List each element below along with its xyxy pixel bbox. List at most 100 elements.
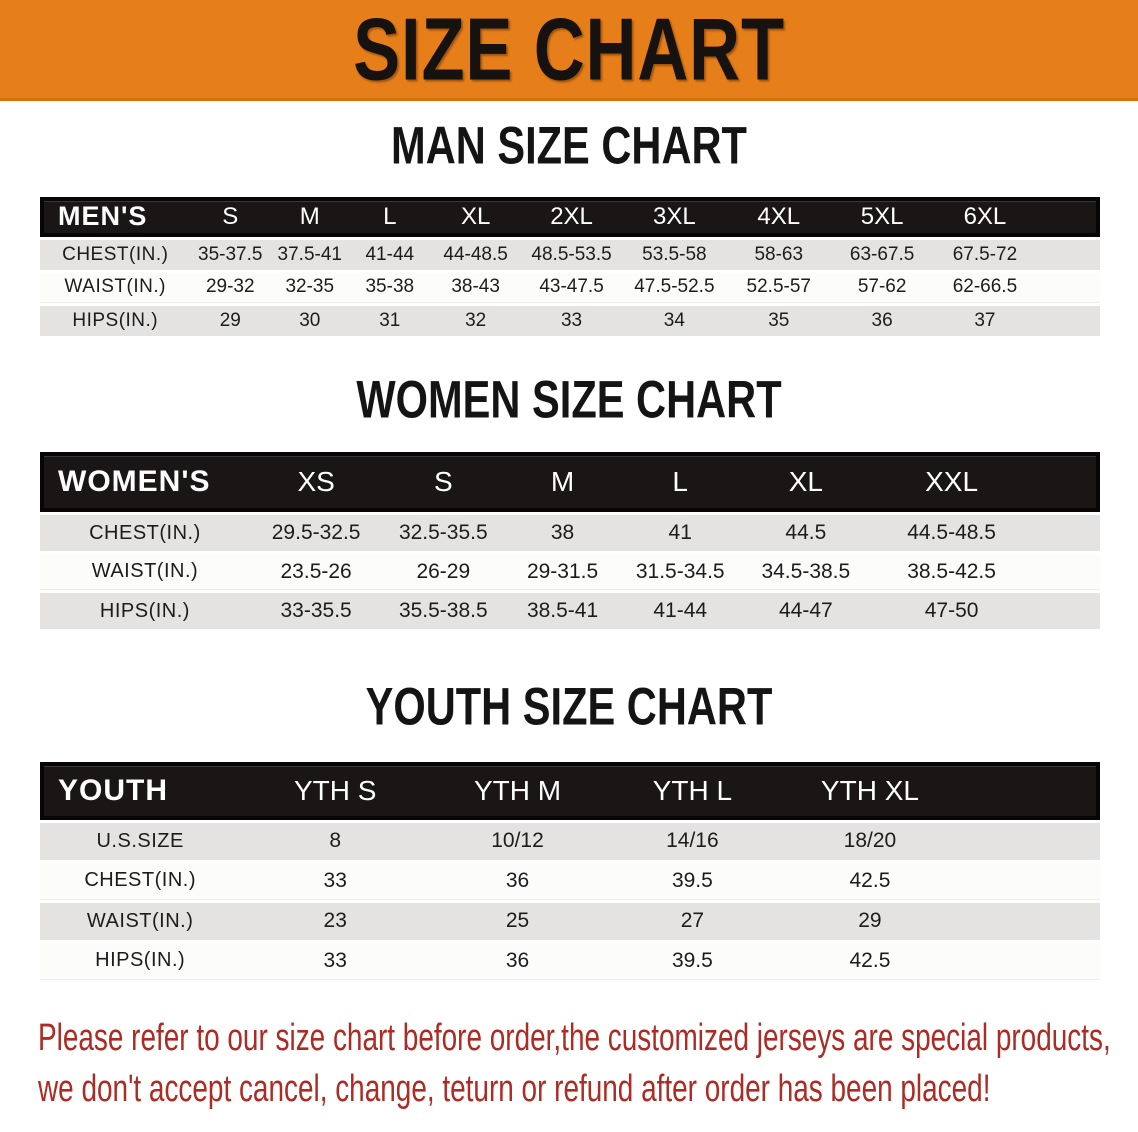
youth-size-section: YOUTH SIZE CHART YOUTH YTH S YTH M YTH L YTH… (0, 680, 1138, 983)
youth-size-table: YOUTH YTH S YTH M YTH L YTH XL U.S.SIZE 8 10/12… (40, 759, 1100, 983)
size-value-cell: 44-47 (739, 593, 873, 630)
youth-row-label-hips-in: HIPS(IN.) (40, 942, 241, 980)
size-value-cell: 34.5-38.5 (739, 554, 873, 591)
size-value-cell: 52.5-57 (726, 272, 831, 303)
youth-row-u-s-size: U.S.SIZE 8 10/12 14/16 18/20 (40, 822, 1100, 860)
men-column-header-m: M (270, 196, 350, 237)
men-row-label-hips-in: HIPS(IN.) (40, 305, 191, 336)
size-value-cell: 62-66.5 (933, 272, 1037, 303)
youth-row-spacer (960, 902, 1100, 940)
youth-row-waist-in: WAIST(IN.) 23 25 27 29 (40, 902, 1100, 940)
size-value-cell: 8 (240, 822, 431, 860)
women-column-header-l: L (620, 452, 740, 513)
size-chart-banner: SIZE CHART (0, 0, 1138, 101)
size-value-cell: 67.5-72 (933, 239, 1037, 270)
size-value-cell: 35 (726, 305, 831, 336)
size-value-cell: 33-35.5 (249, 593, 383, 630)
size-value-cell: 44.5 (739, 515, 873, 552)
men-row-hips-in: HIPS(IN.) 29 30 31 32 33 34 35 36 37 (40, 305, 1100, 336)
women-header-spacer (1031, 452, 1100, 513)
disclaimer-line-1: Please refer to our size chart before or… (38, 1016, 1111, 1059)
size-value-cell: 35.5-38.5 (382, 593, 505, 630)
size-value-cell: 29-31.5 (504, 554, 621, 591)
women-row-label-chest-in: CHEST(IN.) (40, 515, 250, 552)
size-value-cell: 41 (620, 515, 740, 552)
men-column-header-xl: XL (430, 196, 522, 237)
size-value-cell: 42.5 (779, 942, 961, 980)
size-value-cell: 35-38 (349, 272, 431, 303)
men-size-table: MEN'S S M L XL 2XL 3XL 4XL 5XL 6XL CHEST(IN.) 35-37… (40, 194, 1100, 339)
size-value-cell: 63-67.5 (830, 239, 934, 270)
size-value-cell: 44-48.5 (430, 239, 522, 270)
men-column-header-2xl: 2XL (521, 196, 622, 237)
youth-column-header-yth-xl: YTH XL (779, 761, 961, 820)
youth-header-spacer (960, 761, 1100, 820)
disclaimer: Please refer to our size chart before or… (38, 1013, 1118, 1115)
women-column-header-m: M (504, 452, 621, 513)
size-value-cell: 37 (933, 305, 1037, 336)
men-section-title: MAN SIZE CHART (391, 116, 747, 176)
men-row-label-waist-in: WAIST(IN.) (40, 272, 191, 303)
women-size-table: WOMEN'S XS S M L XL XXL CHEST(IN.) 29.5-32.5 32.5… (40, 449, 1100, 632)
women-column-header-xxl: XXL (872, 452, 1032, 513)
size-value-cell: 32 (430, 305, 522, 336)
youth-row-hips-in: HIPS(IN.) 33 36 39.5 42.5 (40, 942, 1100, 980)
size-value-cell: 36 (430, 942, 605, 980)
women-size-section: WOMEN SIZE CHART WOMEN'S XS S M L XL XXL CHEST(… (0, 372, 1138, 633)
size-value-cell: 33 (240, 862, 431, 900)
size-value-cell: 53.5-58 (621, 239, 727, 270)
women-column-header-xl: XL (739, 452, 873, 513)
disclaimer-line-2: we don't accept cancel, change, teturn o… (38, 1067, 991, 1110)
size-value-cell: 44.5-48.5 (872, 515, 1032, 552)
banner-title: SIZE CHART (353, 0, 785, 99)
size-value-cell: 26-29 (382, 554, 505, 591)
size-value-cell: 39.5 (604, 942, 780, 980)
size-value-cell: 18/20 (779, 822, 961, 860)
men-column-header-4xl: 4XL (726, 196, 831, 237)
men-column-header-6xl: 6XL (933, 196, 1037, 237)
size-value-cell: 38.5-42.5 (872, 554, 1032, 591)
size-value-cell: 33 (240, 942, 431, 980)
women-row-hips-in: HIPS(IN.) 33-35.5 35.5-38.5 38.5-41 41-44 44-… (40, 593, 1100, 630)
size-value-cell: 36 (830, 305, 934, 336)
men-group-label: MEN'S (40, 196, 191, 237)
youth-header-row: YOUTH YTH S YTH M YTH L YTH XL (40, 761, 1100, 820)
size-value-cell: 34 (621, 305, 727, 336)
women-group-label: WOMEN'S (40, 452, 250, 513)
youth-row-chest-in: CHEST(IN.) 33 36 39.5 42.5 (40, 862, 1100, 900)
youth-column-header-yth-s: YTH S (240, 761, 431, 820)
size-value-cell: 27 (604, 902, 780, 940)
size-value-cell: 29 (779, 902, 961, 940)
size-value-cell: 31 (349, 305, 431, 336)
size-value-cell: 30 (270, 305, 350, 336)
men-column-header-5xl: 5XL (830, 196, 934, 237)
size-value-cell: 32.5-35.5 (382, 515, 505, 552)
size-value-cell: 29-32 (190, 272, 271, 303)
size-value-cell: 23.5-26 (249, 554, 383, 591)
size-value-cell: 48.5-53.5 (521, 239, 622, 270)
women-row-waist-in: WAIST(IN.) 23.5-26 26-29 29-31.5 31.5-34.5 34… (40, 554, 1100, 591)
women-row-spacer (1031, 593, 1100, 630)
size-value-cell: 38-43 (430, 272, 522, 303)
size-value-cell: 41-44 (620, 593, 740, 630)
youth-row-label-u-s-size: U.S.SIZE (40, 822, 241, 860)
youth-row-spacer (960, 942, 1100, 980)
size-value-cell: 14/16 (604, 822, 780, 860)
men-column-header-3xl: 3XL (621, 196, 727, 237)
size-value-cell: 36 (430, 862, 605, 900)
size-value-cell: 37.5-41 (270, 239, 350, 270)
size-value-cell: 57-62 (830, 272, 934, 303)
size-value-cell: 23 (240, 902, 431, 940)
size-value-cell: 47.5-52.5 (621, 272, 727, 303)
size-value-cell: 10/12 (430, 822, 605, 860)
size-value-cell: 42.5 (779, 862, 961, 900)
size-value-cell: 29.5-32.5 (249, 515, 383, 552)
women-row-chest-in: CHEST(IN.) 29.5-32.5 32.5-35.5 38 41 44.5 44.5… (40, 515, 1100, 552)
men-row-label-chest-in: CHEST(IN.) (40, 239, 191, 270)
size-value-cell: 43-47.5 (521, 272, 622, 303)
size-value-cell: 33 (521, 305, 622, 336)
youth-group-label: YOUTH (40, 761, 241, 820)
men-header-row: MEN'S S M L XL 2XL 3XL 4XL 5XL 6XL (40, 196, 1100, 237)
women-row-spacer (1031, 515, 1100, 552)
women-row-label-hips-in: HIPS(IN.) (40, 593, 250, 630)
